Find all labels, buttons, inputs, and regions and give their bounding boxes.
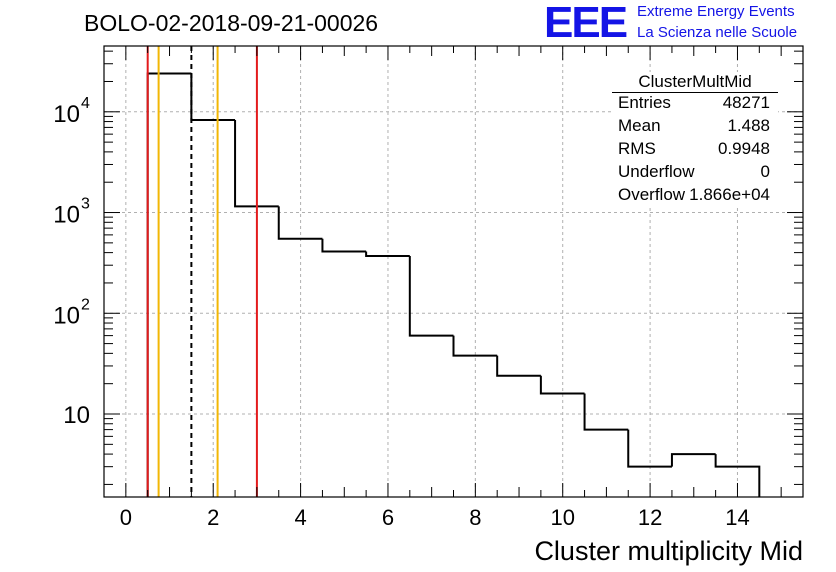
- stats-label: RMS: [618, 139, 656, 158]
- histogram-bin: [321, 238, 367, 253]
- histogram-bin: [277, 206, 323, 240]
- stats-row-underflow: Underflow 0: [618, 162, 770, 184]
- stats-value: 0.9948: [718, 139, 770, 158]
- stats-value: 48271: [722, 93, 770, 112]
- histogram-bin: [452, 335, 498, 357]
- histogram-bin: [670, 453, 716, 467]
- x-tick-label: 14: [725, 505, 749, 530]
- y-tick-exponent: 4: [81, 95, 90, 112]
- stats-label: Entries: [618, 93, 671, 112]
- histogram-bin: [583, 393, 629, 431]
- histogram-bin: [496, 355, 541, 377]
- histogram-bin: [627, 429, 672, 468]
- y-tick-label: 10: [53, 101, 80, 128]
- logo-caption-line1: Extreme Energy Events: [637, 3, 795, 20]
- logo-caption-line2: La Scienza nelle Scuole: [637, 24, 798, 41]
- y-tick-label: 10: [63, 402, 90, 429]
- stats-label: Mean: [618, 116, 661, 135]
- stats-value: 0: [760, 162, 770, 181]
- histogram-bin: [408, 256, 454, 337]
- stats-row-entries: Entries 48271: [618, 93, 770, 115]
- stats-label: Underflow: [618, 162, 695, 181]
- x-tick-label: 6: [382, 505, 394, 530]
- stats-row-rms: RMS 0.9948: [618, 139, 770, 161]
- stats-value: 1.488: [727, 116, 770, 135]
- y-tick-exponent: 3: [81, 196, 90, 213]
- histogram-bin: [539, 375, 585, 395]
- stats-row-overflow: Overflow 1.866e+04: [618, 185, 770, 207]
- eee-logo: EEE: [544, 0, 628, 47]
- histogram-bin: [714, 454, 761, 497]
- y-tick-label: 10: [53, 202, 80, 229]
- x-tick-label: 8: [469, 505, 481, 530]
- marker-lines: [146, 46, 258, 497]
- stats-label: Overflow: [618, 185, 686, 204]
- stats-divider: [612, 92, 778, 93]
- stats-row-mean: Mean 1.488: [618, 116, 770, 138]
- histogram-bin: [365, 251, 410, 258]
- x-tick-label: 2: [207, 505, 219, 530]
- x-axis-label: Cluster multiplicity Mid: [534, 536, 803, 566]
- stats-value: 1.866e+04: [689, 185, 770, 204]
- y-tick-label: 10: [53, 302, 80, 329]
- x-tick-label: 12: [638, 505, 662, 530]
- stats-box: ClusterMultMid Entries 48271 Mean 1.488 …: [612, 72, 778, 206]
- x-tick-label: 4: [294, 505, 306, 530]
- x-tick-label: 10: [550, 505, 574, 530]
- histogram-bin: [146, 72, 192, 497]
- x-tick-label: 0: [120, 505, 132, 530]
- chart-title: BOLO-02-2018-09-21-00026: [84, 10, 379, 36]
- histogram-bin: [234, 119, 279, 208]
- tick-marks: [103, 46, 804, 497]
- y-tick-exponent: 2: [81, 296, 90, 313]
- stats-title: ClusterMultMid: [638, 72, 752, 91]
